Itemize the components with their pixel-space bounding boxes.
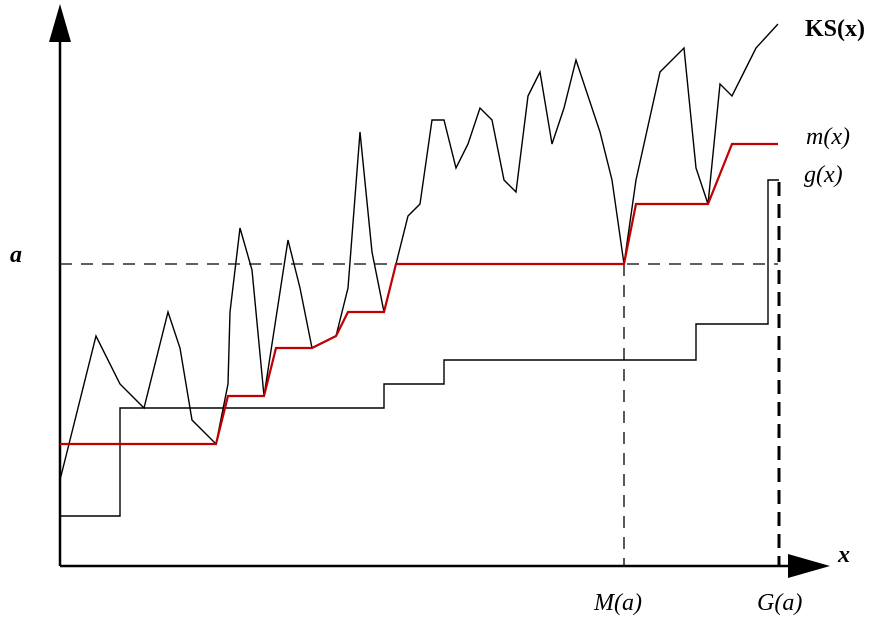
G-a-label: G(a): [757, 590, 802, 616]
g-label: g(x): [804, 162, 843, 188]
x-axis-arrowhead: [788, 554, 830, 578]
ks-curve: [59, 23, 779, 481]
a-label: a: [10, 242, 22, 268]
m-curve: [60, 142, 778, 446]
x-axis-label: x: [837, 542, 850, 568]
y-axis-arrowhead: [49, 4, 71, 42]
M-a-label: M(a): [593, 590, 642, 616]
ks-label: KS(x): [805, 16, 865, 42]
g-curve: [60, 179, 779, 517]
m-label: m(x): [806, 124, 850, 150]
